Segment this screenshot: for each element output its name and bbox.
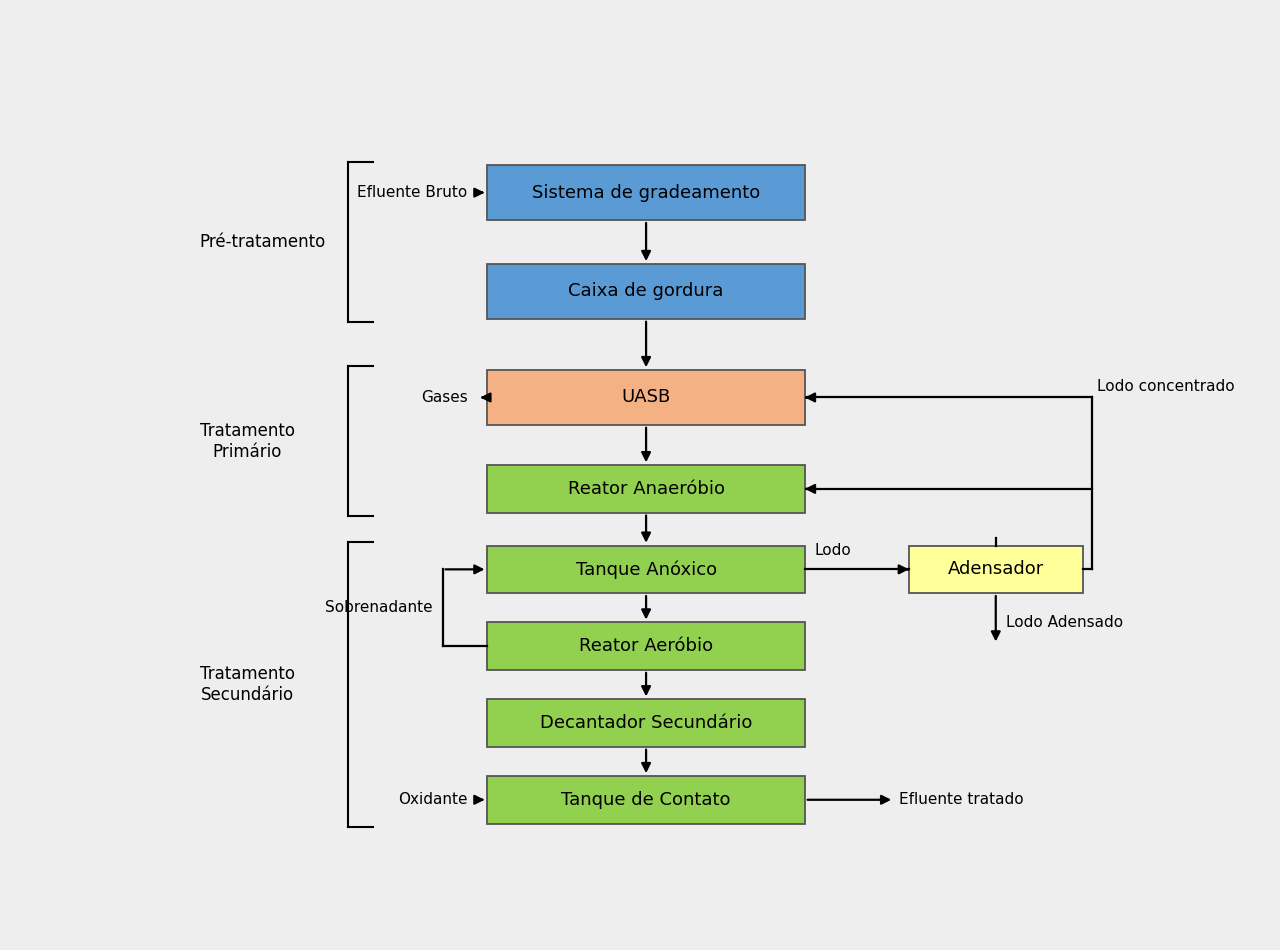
Text: Gases: Gases [421, 390, 467, 405]
Text: Reator Aeróbio: Reator Aeróbio [579, 637, 713, 656]
Text: Sistema de gradeamento: Sistema de gradeamento [532, 183, 760, 201]
Text: Adensador: Adensador [947, 560, 1044, 579]
FancyBboxPatch shape [909, 545, 1083, 593]
Text: Reator Anaeróbio: Reator Anaeróbio [567, 480, 724, 498]
Text: Efluente Bruto: Efluente Bruto [357, 185, 467, 200]
Text: Tratamento
Primário: Tratamento Primário [200, 422, 294, 461]
Text: UASB: UASB [622, 389, 671, 407]
Text: Lodo concentrado: Lodo concentrado [1097, 379, 1235, 394]
Text: Decantador Secundário: Decantador Secundário [540, 714, 753, 732]
FancyBboxPatch shape [488, 165, 805, 220]
Text: Tratamento
Secundário: Tratamento Secundário [200, 665, 294, 704]
FancyBboxPatch shape [488, 545, 805, 593]
Text: Sobrenadante: Sobrenadante [325, 600, 433, 616]
Text: Tanque de Contato: Tanque de Contato [562, 790, 731, 808]
Text: Tanque Anóxico: Tanque Anóxico [576, 560, 717, 579]
FancyBboxPatch shape [488, 776, 805, 824]
Text: Lodo Adensado: Lodo Adensado [1006, 615, 1123, 630]
Text: Lodo: Lodo [815, 543, 851, 559]
FancyBboxPatch shape [488, 699, 805, 747]
Text: Efluente tratado: Efluente tratado [899, 792, 1024, 808]
FancyBboxPatch shape [488, 264, 805, 319]
FancyBboxPatch shape [488, 466, 805, 513]
FancyBboxPatch shape [488, 622, 805, 670]
Text: Caixa de gordura: Caixa de gordura [568, 282, 723, 300]
Text: Oxidante: Oxidante [398, 792, 467, 808]
Text: Pré-tratamento: Pré-tratamento [200, 233, 326, 251]
FancyBboxPatch shape [488, 370, 805, 425]
